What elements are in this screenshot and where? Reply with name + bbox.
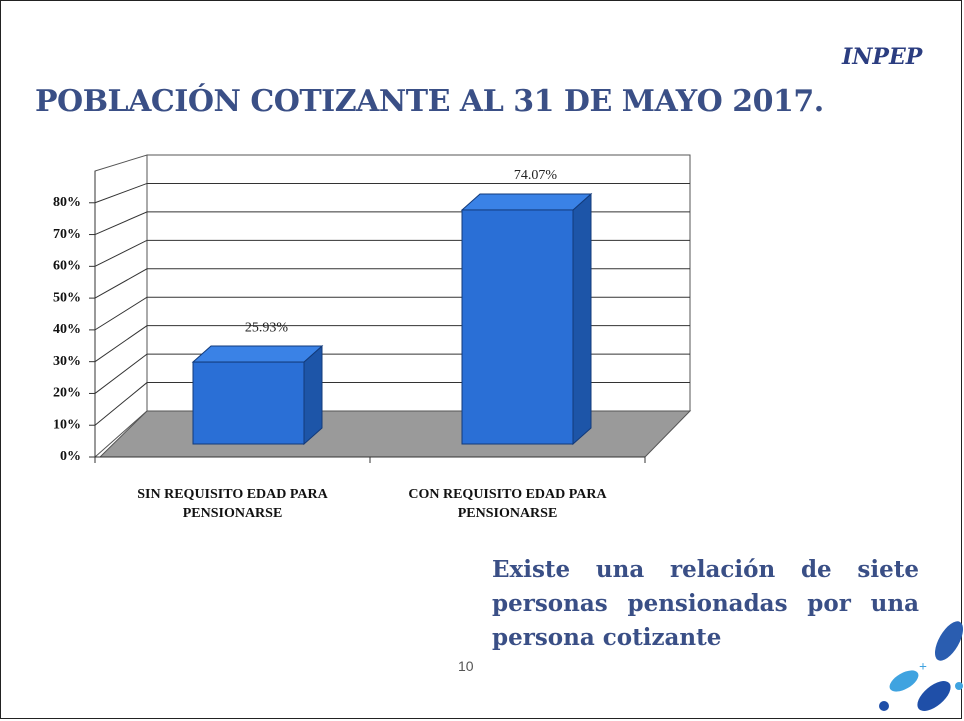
y-tick-label: 10% — [53, 417, 81, 432]
bar — [462, 210, 573, 444]
x-tick-label: SIN REQUISITO EDAD PARA PENSIONARSE — [98, 485, 368, 523]
value-label: 74.07% — [514, 168, 558, 183]
y-tick-label: 80% — [53, 195, 81, 210]
y-tick-label: 0% — [60, 449, 81, 464]
y-tick-label: 40% — [53, 322, 81, 337]
bar-side — [573, 194, 591, 444]
bar-side — [304, 346, 322, 444]
y-tick-label: 20% — [53, 386, 81, 401]
bar-top — [193, 346, 322, 362]
page-number: 10 — [458, 658, 474, 674]
y-tick-label: 70% — [53, 227, 81, 242]
svg-text:+: + — [919, 660, 927, 675]
value-label: 25.93% — [245, 320, 289, 335]
bar-top — [462, 194, 591, 210]
floor — [100, 411, 690, 457]
bar — [193, 362, 304, 444]
x-tick-label: CON REQUISITO EDAD PARA PENSIONARSE — [373, 485, 643, 523]
slide: POBLACIÓN COTIZANTE AL 31 DE MAYO 2017. … — [0, 0, 964, 721]
y-tick-label: 50% — [53, 290, 81, 305]
decoration: + — [844, 611, 964, 721]
y-tick-label: 60% — [53, 259, 81, 274]
y-tick-label: 30% — [53, 354, 81, 369]
